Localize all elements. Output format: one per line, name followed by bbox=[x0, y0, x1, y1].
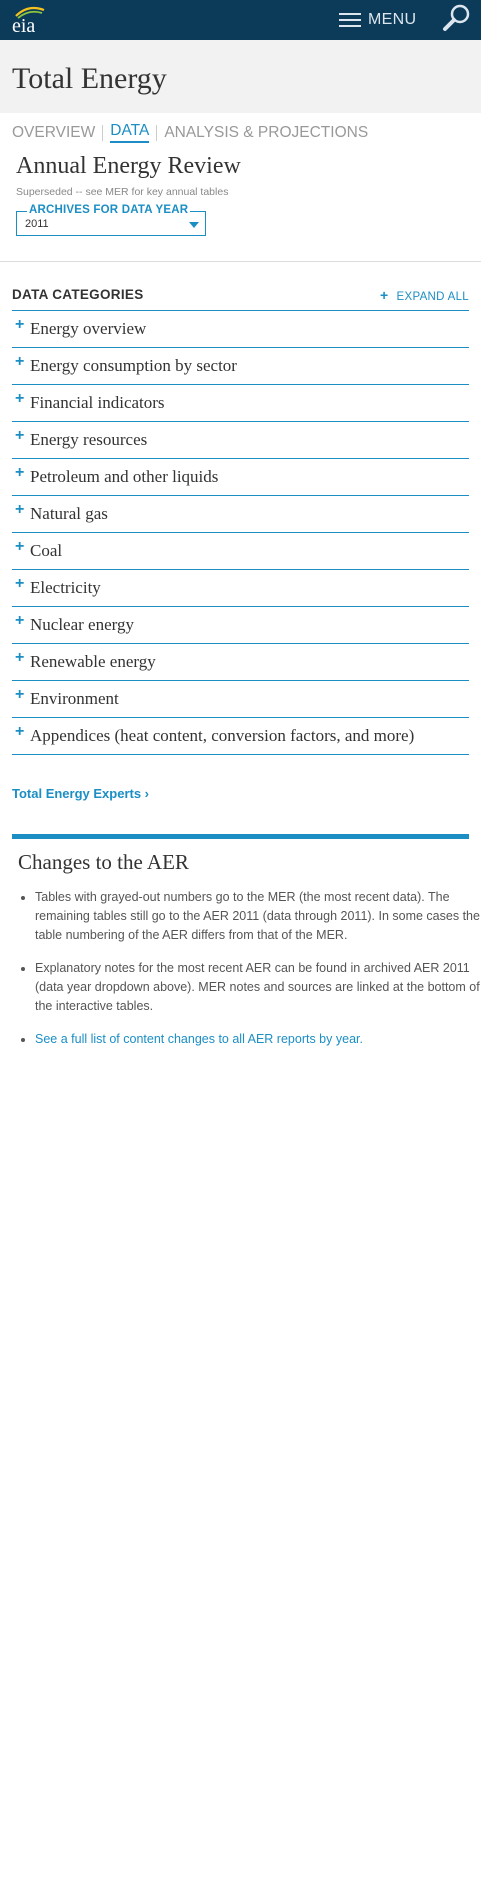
logo-text: eia bbox=[12, 15, 35, 36]
changes-list: Tables with grayed-out numbers go to the… bbox=[18, 888, 480, 1063]
plus-icon: + bbox=[15, 575, 25, 592]
data-categories-header: DATA CATEGORIES + EXPAND ALL bbox=[12, 287, 469, 309]
plus-icon: + bbox=[15, 538, 25, 555]
changes-bullet: Explanatory notes for the most recent AE… bbox=[35, 959, 480, 1016]
category-label: Electricity bbox=[30, 578, 101, 597]
plus-icon: + bbox=[15, 501, 25, 518]
category-label: Energy overview bbox=[30, 319, 147, 338]
section-divider bbox=[0, 261, 481, 262]
hamburger-icon bbox=[339, 12, 361, 28]
data-categories-list: + Energy overview + Energy consumption by … bbox=[12, 310, 469, 755]
aer-changes-list-link[interactable]: See a full list of content changes to al… bbox=[35, 1032, 363, 1046]
category-label: Renewable energy bbox=[30, 652, 156, 671]
tab-overview[interactable]: OVERVIEW bbox=[12, 123, 96, 141]
category-energy-resources[interactable]: + Energy resources bbox=[12, 422, 469, 459]
menu-label: MENU bbox=[368, 11, 417, 28]
archive-year-select[interactable]: ARCHIVES FOR DATA YEAR 2011 bbox=[16, 204, 206, 236]
plus-icon: + bbox=[15, 390, 25, 407]
category-energy-overview[interactable]: + Energy overview bbox=[12, 311, 469, 348]
expand-all-label: EXPAND ALL bbox=[396, 291, 469, 303]
tab-analysis-projections[interactable]: ANALYSIS & PROJECTIONS bbox=[164, 123, 369, 141]
aer-title: Annual Energy Review bbox=[16, 153, 241, 179]
category-label: Natural gas bbox=[30, 504, 108, 523]
search-icon[interactable] bbox=[441, 2, 473, 34]
total-energy-experts-link[interactable]: Total Energy Experts › bbox=[12, 786, 150, 801]
section-tabs: OVERVIEW DATA ANALYSIS & PROJECTIONS bbox=[12, 122, 368, 143]
plus-icon: + bbox=[15, 464, 25, 481]
category-label: Nuclear energy bbox=[30, 615, 134, 634]
changes-title: Changes to the AER bbox=[18, 850, 189, 874]
expand-all-button[interactable]: + EXPAND ALL bbox=[380, 287, 469, 303]
plus-icon: + bbox=[15, 612, 25, 629]
plus-icon: + bbox=[15, 723, 25, 740]
tab-data[interactable]: DATA bbox=[110, 122, 150, 143]
plus-icon: + bbox=[15, 686, 25, 703]
plus-icon: + bbox=[15, 353, 25, 370]
category-environment[interactable]: + Environment bbox=[12, 681, 469, 718]
category-label: Energy consumption by sector bbox=[30, 356, 237, 375]
changes-accent-bar bbox=[12, 834, 469, 839]
changes-bullet: See a full list of content changes to al… bbox=[35, 1030, 480, 1049]
category-energy-consumption-by-sector[interactable]: + Energy consumption by sector bbox=[12, 348, 469, 385]
category-label: Coal bbox=[30, 541, 63, 560]
data-categories-title: DATA CATEGORIES bbox=[12, 287, 144, 302]
tab-separator bbox=[102, 124, 104, 141]
category-financial-indicators[interactable]: + Financial indicators bbox=[12, 385, 469, 422]
category-appendices[interactable]: + Appendices (heat content, conversion fa… bbox=[12, 718, 469, 755]
chevron-down-icon bbox=[189, 222, 199, 228]
category-electricity[interactable]: + Electricity bbox=[12, 570, 469, 607]
category-renewable-energy[interactable]: + Renewable energy bbox=[12, 644, 469, 681]
category-petroleum-liquids[interactable]: + Petroleum and other liquids bbox=[12, 459, 469, 496]
plus-icon: + bbox=[15, 316, 25, 333]
category-natural-gas[interactable]: + Natural gas bbox=[12, 496, 469, 533]
eia-logo[interactable]: eia bbox=[10, 4, 50, 36]
category-label: Appendices (heat content, conversion fac… bbox=[30, 726, 415, 745]
top-navigation-bar: eia MENU bbox=[0, 0, 481, 40]
category-label: Energy resources bbox=[30, 430, 148, 449]
aer-subtitle: Superseded -- see MER for key annual tab… bbox=[16, 186, 229, 198]
category-label: Environment bbox=[30, 689, 119, 708]
category-nuclear-energy[interactable]: + Nuclear energy bbox=[12, 607, 469, 644]
page-header: Total Energy bbox=[0, 40, 481, 113]
category-label: Petroleum and other liquids bbox=[30, 467, 219, 486]
archive-year-label: ARCHIVES FOR DATA YEAR bbox=[27, 204, 191, 216]
plus-icon: + bbox=[380, 287, 389, 303]
menu-button[interactable]: MENU bbox=[339, 9, 416, 31]
page-title: Total Energy bbox=[12, 62, 167, 95]
tab-separator bbox=[156, 124, 158, 141]
changes-bullet: Tables with grayed-out numbers go to the… bbox=[35, 888, 480, 945]
archive-year-value: 2011 bbox=[25, 218, 49, 230]
category-coal[interactable]: + Coal bbox=[12, 533, 469, 570]
category-label: Financial indicators bbox=[30, 393, 165, 412]
plus-icon: + bbox=[15, 649, 25, 666]
plus-icon: + bbox=[15, 427, 25, 444]
